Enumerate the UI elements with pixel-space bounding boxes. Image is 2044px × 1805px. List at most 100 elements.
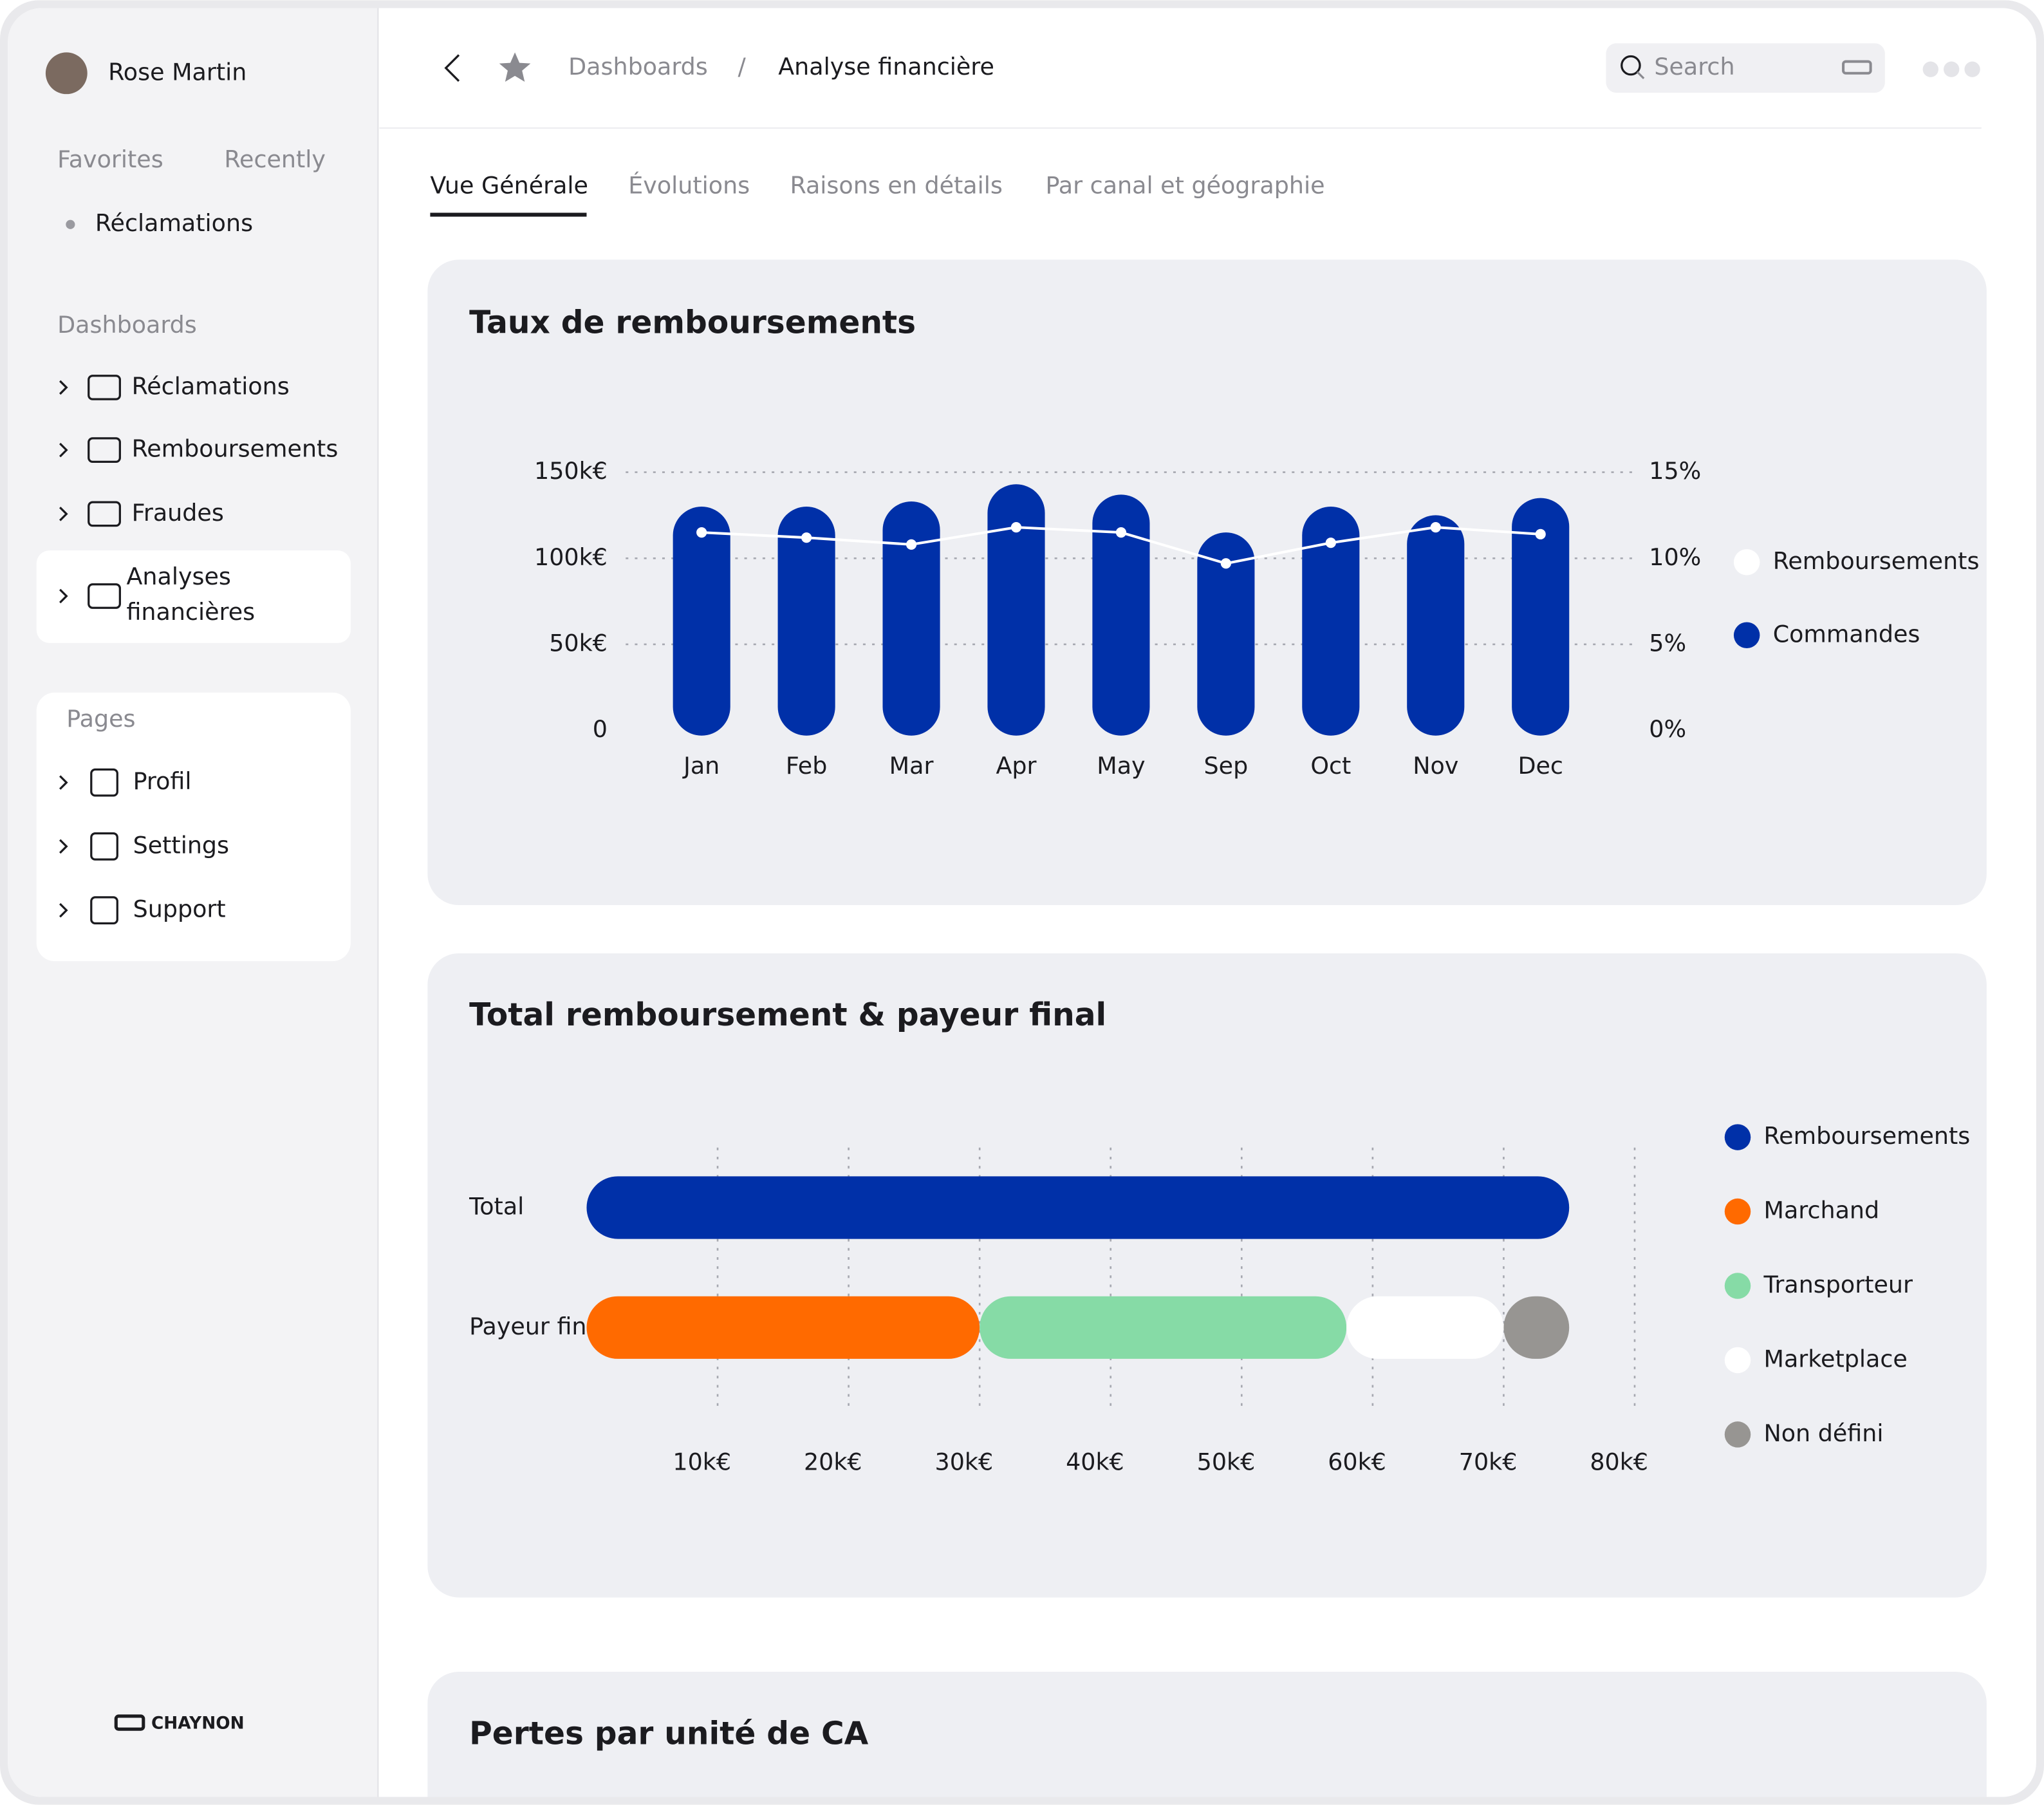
legend-swatch <box>1733 622 1760 649</box>
star-button[interactable] <box>499 52 531 82</box>
shortcut-icon <box>1842 60 1872 75</box>
bar-segment <box>1503 1296 1570 1359</box>
sidebar-tab[interactable]: Recently <box>224 145 326 173</box>
tabs: Vue Générale Évolutions Raisons en détails… <box>430 171 1325 217</box>
bar <box>882 501 940 736</box>
section-heading: Pages <box>66 705 135 733</box>
user-name[interactable]: Rose Martin <box>108 58 246 86</box>
bar <box>1407 515 1465 736</box>
chart: Total remboursement & payeur final 10k€ 20… <box>469 997 1970 1475</box>
search-placeholder[interactable]: Search <box>1654 53 1734 80</box>
bullet <box>66 220 75 229</box>
y2-tick-label: 5% <box>1649 629 1686 657</box>
chevron <box>59 775 68 790</box>
tab[interactable]: Évolutions <box>628 171 750 199</box>
y-tick-label: Payeur final <box>469 1313 608 1340</box>
x-tick-label: 20k€ <box>804 1448 862 1475</box>
x-tick-label: Dec <box>1518 752 1563 780</box>
x-tick-label: Feb <box>786 752 828 780</box>
chevron <box>59 839 68 854</box>
bar <box>1092 494 1150 736</box>
y-tick-label: 100k€ <box>534 543 608 571</box>
x-tick-label: 30k€ <box>935 1448 994 1475</box>
y-tick-label: 150k€ <box>534 457 608 485</box>
x-tick-label: Oct <box>1310 752 1351 780</box>
page-item[interactable]: Profil <box>133 767 192 795</box>
bar-segment <box>586 1296 980 1359</box>
point <box>1115 527 1127 538</box>
dashboard-item[interactable]: Remboursements <box>132 435 339 463</box>
x-tick-label: Apr <box>996 752 1036 780</box>
card-title: Pertes par unité de CA <box>469 1716 868 1752</box>
legend-swatch <box>1724 1421 1751 1448</box>
legend-swatch <box>1733 549 1760 575</box>
search-box[interactable] <box>1606 43 1885 93</box>
card-title: Taux de remboursements <box>469 305 916 341</box>
tab-indicator <box>430 212 587 217</box>
chevron <box>59 588 68 604</box>
bar <box>673 507 730 736</box>
item-icon <box>90 768 118 797</box>
sidebar-tab[interactable]: Favorites <box>57 145 163 173</box>
point <box>906 539 917 550</box>
dashboard-list: Réclamations Remboursements Fraudes Analyse… <box>59 372 339 626</box>
bar <box>1302 507 1360 736</box>
y-tick-label: Total <box>469 1192 524 1220</box>
point <box>1220 558 1231 569</box>
section-heading: Dashboards <box>57 311 197 339</box>
legend-label: Remboursements <box>1773 547 1980 575</box>
dashboard-item[interactable]: financières <box>126 598 255 626</box>
bar <box>777 507 835 736</box>
favorite-item[interactable]: Réclamations <box>95 209 253 237</box>
point <box>1325 538 1336 548</box>
dashboard-item[interactable]: Réclamations <box>132 372 290 400</box>
point <box>696 527 707 538</box>
legend-label: Marketplace <box>1764 1345 1908 1372</box>
avatar[interactable] <box>45 52 88 95</box>
pages-list: Profil Settings Support <box>59 767 229 925</box>
search-icon <box>1621 55 1641 76</box>
x-tick-label: Nov <box>1413 752 1458 780</box>
card-title: Total remboursement & payeur final <box>469 997 1106 1033</box>
point <box>1010 522 1022 533</box>
more-button[interactable] <box>1922 61 1980 77</box>
y2-tick-label: 10% <box>1649 543 1701 571</box>
x-tick-label: 60k€ <box>1328 1448 1386 1475</box>
back-button[interactable] <box>444 54 460 82</box>
x-tick-label: 10k€ <box>673 1448 731 1475</box>
chevron <box>59 902 68 918</box>
active-item-bg <box>36 550 351 643</box>
item-icon <box>88 437 121 463</box>
x-tick-label: 70k€ <box>1459 1448 1518 1475</box>
brand-logo <box>114 1714 145 1731</box>
legend-label: Marchand <box>1764 1197 1880 1224</box>
item-icon <box>90 832 118 861</box>
x-tick-label: 50k€ <box>1197 1448 1256 1475</box>
point <box>1430 522 1441 533</box>
dashboard-item[interactable]: Fraudes <box>132 499 224 527</box>
point <box>1535 528 1546 539</box>
legend-label: Remboursements <box>1764 1122 1971 1150</box>
dashboard-item[interactable]: Analyses <box>126 563 230 590</box>
bar <box>987 484 1045 736</box>
search-icon <box>1636 71 1645 80</box>
y-tick-label: 0 <box>593 715 608 743</box>
page-item[interactable]: Settings <box>133 831 229 859</box>
legend-label: Commandes <box>1773 620 1920 648</box>
page-item[interactable]: Support <box>133 895 226 923</box>
brand: CHAYNON <box>151 1714 245 1734</box>
x-tick-label: Mar <box>889 752 934 780</box>
tab[interactable]: Par canal et géographie <box>1045 171 1324 199</box>
chart: Taux de remboursements 0 50k€ 100k€ 150k€ 0% 5… <box>469 305 1979 780</box>
x-tick-label: Jan <box>682 752 720 780</box>
item-icon <box>88 583 121 609</box>
card <box>427 1672 1987 1797</box>
legend-swatch <box>1724 1273 1751 1299</box>
point <box>801 532 812 543</box>
y-tick-label: 50k€ <box>549 629 608 657</box>
tab[interactable]: Vue Générale <box>430 171 588 199</box>
breadcrumb[interactable]: Dashboards <box>568 53 708 80</box>
tab[interactable]: Raisons en détails <box>790 171 1002 199</box>
bar-segment <box>586 1176 1570 1239</box>
chevron <box>59 380 68 395</box>
